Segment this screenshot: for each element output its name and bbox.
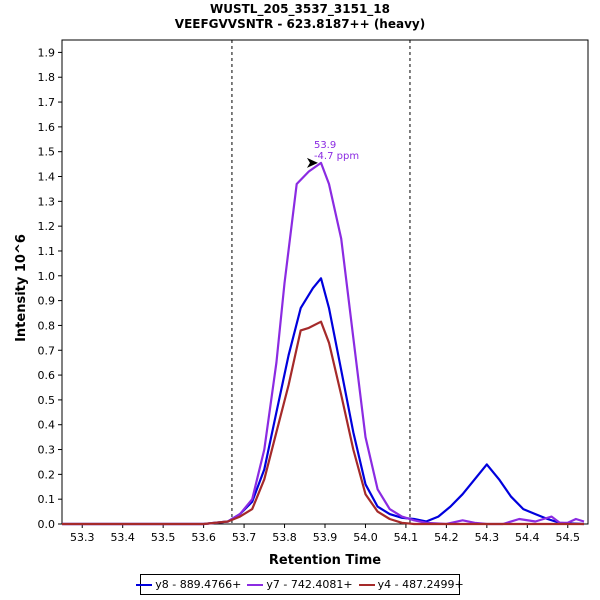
- annotation-group: 53.9-4.7 ppm: [306, 140, 359, 168]
- chart-title: WUSTL_205_3537_3151_18: [210, 2, 390, 16]
- peak-annotation-time: 53.9: [314, 140, 336, 151]
- legend-swatch: [247, 583, 264, 586]
- chart-subtitle: VEEFGVVSNTR - 623.8187++ (heavy): [174, 17, 426, 31]
- legend-item: y4 - 487.2499+: [358, 578, 464, 591]
- y-tick-label: 1.6: [38, 121, 56, 134]
- x-tick-label: 53.7: [232, 531, 257, 544]
- x-tick-label: 54.4: [515, 531, 540, 544]
- legend-swatch: [136, 583, 153, 586]
- x-tick-label: 54.1: [394, 531, 419, 544]
- y-tick-label: 1.9: [38, 46, 56, 59]
- y-tick-label: 1.8: [38, 71, 56, 84]
- y-tick-label: 1.4: [38, 171, 56, 184]
- peak-marker-arrow: [306, 157, 318, 168]
- x-tick-label: 54.5: [556, 531, 581, 544]
- y-tick-label: 1.1: [38, 245, 56, 258]
- legend-item: y7 - 742.4081+: [247, 578, 353, 591]
- x-axis-label: Retention Time: [269, 553, 381, 568]
- y-tick-label: 0.3: [38, 444, 56, 457]
- x-tick-label: 54.3: [475, 531, 500, 544]
- y-tick-label: 0.9: [38, 295, 56, 308]
- plot-frame: [61, 39, 589, 525]
- y-axis-label: Intensity 10^6: [14, 234, 29, 342]
- y-tick-label: 1.3: [38, 195, 56, 208]
- y-tick-label: 0.6: [38, 369, 56, 382]
- y-tick-label: 0.0: [38, 518, 56, 531]
- x-tick-label: 53.6: [191, 531, 216, 544]
- series-line: [62, 161, 585, 526]
- legend-item: y8 - 889.4766+: [136, 578, 241, 591]
- legend: y8 - 889.4766+ y7 - 742.4081+ y4 - 487.249…: [136, 574, 464, 595]
- y-tick-label: 1.7: [38, 96, 56, 109]
- x-tick-label: 53.8: [272, 531, 297, 544]
- y-tick-label: 0.7: [38, 344, 56, 357]
- peak-annotation-ppm: -4.7 ppm: [314, 151, 359, 162]
- y-tick-label: 0.5: [38, 394, 56, 407]
- x-tick-label: 54.0: [353, 531, 378, 544]
- x-tick-label: 54.2: [434, 531, 459, 544]
- legend-label: y8 - 889.4766+: [155, 578, 242, 591]
- x-tick-label: 53.4: [110, 531, 135, 544]
- series-group: [62, 161, 585, 526]
- x-tick-label: 53.3: [70, 531, 95, 544]
- legend-label: y4 - 487.2499+: [377, 578, 464, 591]
- y-tick-label: 1.5: [38, 146, 56, 159]
- x-tick-label: 53.5: [151, 531, 176, 544]
- y-tick-label: 1.0: [38, 270, 56, 283]
- y-tick-label: 1.2: [38, 220, 56, 233]
- legend-swatch: [358, 583, 375, 586]
- y-tick-label: 0.1: [38, 493, 56, 506]
- x-tick-label: 53.9: [313, 531, 338, 544]
- boundary-lines-group: [231, 40, 411, 524]
- legend-label: y7 - 742.4081+: [266, 578, 353, 591]
- y-tick-label: 0.8: [38, 319, 56, 332]
- y-tick-label: 0.4: [38, 419, 56, 432]
- series-line: [62, 277, 585, 526]
- axes-group: 53.3 53.4 53.5 53.6 53.7 53.8 53.9 54.0 54.1 54.2…: [38, 39, 589, 544]
- series-line: [62, 320, 584, 526]
- y-tick-label: 0.2: [38, 468, 56, 481]
